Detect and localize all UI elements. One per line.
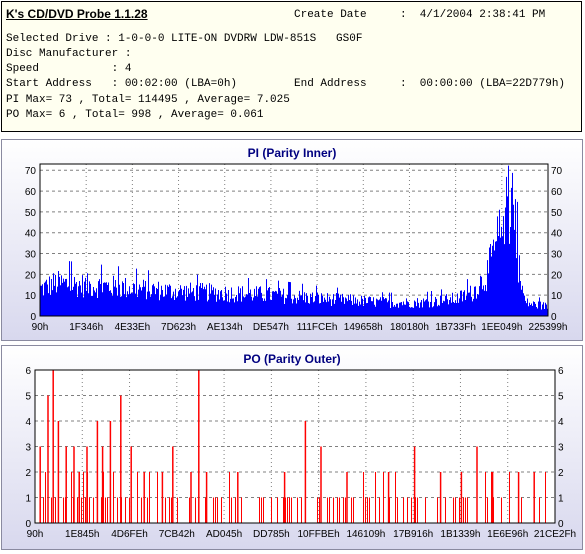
end-address-value: : 00:00:00 (LBA=22D779h) [400, 78, 566, 90]
pi-chart: PI (Parity Inner) 0 0 10 10 20 20 30 30 40 40 50 50… [25, 146, 568, 333]
y-tick-label-right: 20 [551, 270, 563, 281]
disc-manufacturer: Disc Manufacturer : [6, 48, 132, 60]
y-tick-label-left: 3 [25, 443, 31, 454]
y-tick-label-right: 2 [558, 468, 564, 479]
x-tick-label: 146109h [346, 529, 385, 540]
x-tick-label: 4E33Eh [115, 322, 151, 333]
y-tick-label-right: 5 [558, 392, 564, 403]
speed: Speed : 4 [6, 63, 132, 75]
po-chart: PO (Parity Outer) 0 0 1 1 2 2 3 3 4 4 5 5 6 6 90h 1E845… [25, 352, 576, 540]
x-tick-label: 180180h [390, 322, 429, 333]
y-tick-label-right: 60 [551, 187, 563, 198]
y-tick-label-right: 0 [558, 519, 564, 530]
x-tick-label: 17B916h [393, 529, 433, 540]
y-tick-label-left: 40 [25, 229, 37, 240]
pi-chart-title: PI (Parity Inner) [248, 146, 337, 160]
y-tick-label-left: 70 [25, 166, 37, 177]
x-tick-label: DE547h [253, 322, 289, 333]
y-tick-label-right: 0 [551, 312, 557, 323]
y-tick-label-right: 10 [551, 291, 563, 302]
y-tick-label-left: 60 [25, 187, 37, 198]
y-tick-label-left: 4 [25, 417, 31, 428]
po-chart-panel: PO (Parity Outer) 0 0 1 1 2 2 3 3 4 4 5 5 6 6 90h 1E845… [1, 345, 583, 550]
x-tick-label: AE134h [207, 322, 243, 333]
y-tick-label-right: 30 [551, 250, 563, 261]
x-tick-label: AD045h [206, 529, 242, 540]
po-summary: PO Max= 6 , Total= 998 , Average= 0.061 [6, 109, 264, 121]
x-tick-label: 149658h [344, 322, 383, 333]
create-date-label: Create Date [294, 9, 367, 21]
y-tick-label-right: 70 [551, 166, 563, 177]
start-address: Start Address : 00:02:00 (LBA=0h) [6, 78, 238, 90]
y-tick-label-left: 30 [25, 250, 37, 261]
pi-chart-panel: PI (Parity Inner) 0 0 10 10 20 20 30 30 40 40 50 50… [1, 139, 583, 341]
x-tick-label: 7D623h [161, 322, 196, 333]
y-tick-label-left: 50 [25, 208, 37, 219]
y-tick-label-left: 20 [25, 270, 37, 281]
x-tick-label: 225399h [529, 322, 568, 333]
selected-drive: Selected Drive : 1-0-0-0 LITE-ON DVDRW L… [6, 33, 363, 45]
y-tick-label-right: 4 [558, 417, 564, 428]
plot-area [40, 164, 548, 316]
po-chart-title: PO (Parity Outer) [243, 352, 340, 366]
info-panel: K's CD/DVD Probe 1.1.28 Create Date : 4/… [1, 1, 582, 132]
x-tick-label: DD785h [253, 529, 290, 540]
y-tick-label-right: 40 [551, 229, 563, 240]
x-tick-label: 7CB42h [159, 529, 195, 540]
y-tick-label-right: 1 [558, 494, 564, 505]
y-tick-label-right: 6 [558, 366, 564, 377]
x-tick-label: 10FFBEh [298, 529, 340, 540]
app-title: K's CD/DVD Probe 1.1.28 [6, 7, 148, 21]
x-tick-label: 21CE2Fh [534, 529, 576, 540]
x-tick-label: 4D6FEh [111, 529, 148, 540]
create-date-value: : 4/1/2004 2:38:41 PM [400, 9, 546, 21]
x-tick-label: 1E6E96h [487, 529, 528, 540]
x-tick-label: 1E845h [65, 529, 99, 540]
x-tick-label: 1B733Fh [435, 322, 476, 333]
y-tick-label-left: 0 [30, 312, 36, 323]
x-tick-label: 90h [32, 322, 49, 333]
x-tick-label: 90h [27, 529, 44, 540]
x-tick-label: 111FCEh [297, 322, 338, 333]
y-tick-label-left: 0 [25, 519, 31, 530]
plot-border [39, 163, 549, 317]
pi-summary: PI Max= 73 , Total= 114495 , Average= 7.… [6, 94, 290, 106]
x-tick-label: 1B1339h [440, 529, 480, 540]
x-tick-label: 1F346h [69, 322, 103, 333]
y-tick-label-left: 6 [25, 366, 31, 377]
y-tick-label-left: 5 [25, 392, 31, 403]
y-tick-label-left: 10 [25, 291, 37, 302]
y-tick-label-right: 50 [551, 208, 563, 219]
y-tick-label-right: 3 [558, 443, 564, 454]
end-address-label: End Address [294, 78, 367, 90]
y-tick-label-left: 1 [25, 494, 31, 505]
x-tick-label: 1EE049h [481, 322, 522, 333]
plot-border [34, 369, 556, 524]
y-tick-label-left: 2 [25, 468, 31, 479]
